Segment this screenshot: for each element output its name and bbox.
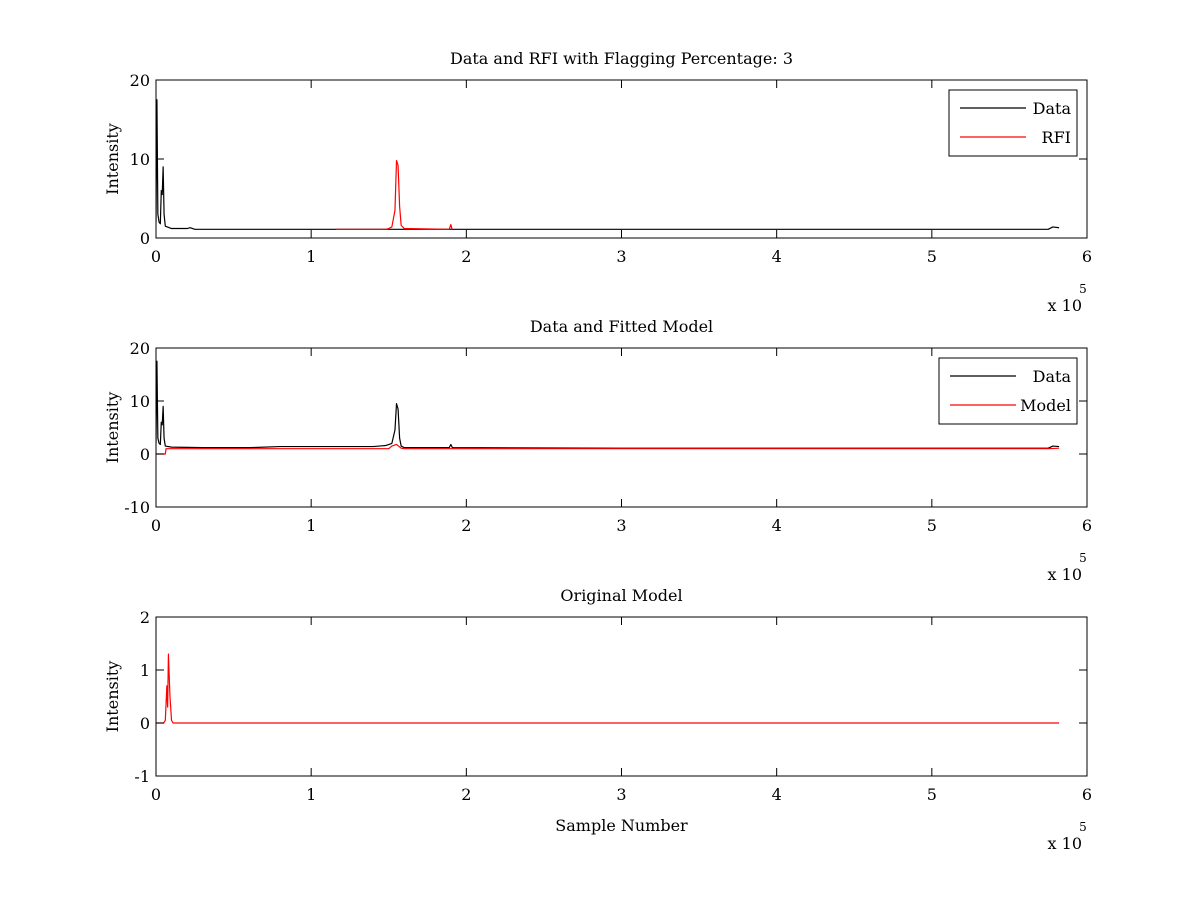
x-tick-label: 5 [927, 785, 937, 804]
y-tick-label: 20 [130, 339, 150, 358]
x-tick-label: 6 [1082, 516, 1092, 535]
series-group [156, 99, 1060, 230]
x-multiplier-exponent: 5 [1079, 282, 1087, 296]
x-tick-label: 4 [772, 785, 782, 804]
series-line-model [156, 443, 1060, 455]
chart-title: Data and Fitted Model [530, 317, 713, 336]
y-tick-label: 1 [140, 661, 150, 680]
x-multiplier: x 105 [1048, 551, 1087, 584]
legend: Data Model [938, 357, 1078, 425]
x-multiplier-exponent: 5 [1079, 820, 1087, 834]
series-group [156, 360, 1060, 455]
x-tick-label: 3 [616, 247, 626, 266]
y-tick-label: 10 [130, 150, 150, 169]
series-line-model [156, 653, 1060, 724]
y-tick-label: -1 [134, 767, 150, 786]
y-tick-label: 0 [140, 229, 150, 248]
x-tick-label: 3 [616, 785, 626, 804]
x-multiplier-base: x 10 [1048, 565, 1082, 584]
x-tick-label: 4 [772, 516, 782, 535]
x-axis-label: Sample Number [555, 816, 688, 835]
x-multiplier: x 105 [1048, 282, 1087, 315]
series-line-data [156, 99, 1060, 230]
chart-title: Original Model [560, 586, 682, 605]
plot-area [156, 617, 1087, 776]
legend: Data RFI [948, 89, 1078, 157]
y-axis-label: Intensity [103, 123, 122, 195]
series-line-rfi [335, 159, 453, 230]
legend-box [948, 89, 1078, 157]
x-tick-label: 0 [151, 516, 161, 535]
subplot-1: 0 1 2 3 4 5 6 0 10 20 Data and RFI with Flagging P… [103, 49, 1092, 315]
y-axis-label: Intensity [103, 661, 122, 733]
x-tick-label: 1 [306, 516, 316, 535]
x-tick-label: 5 [927, 247, 937, 266]
legend-label-data: Data [1033, 367, 1072, 386]
y-tick-label: -10 [124, 498, 150, 517]
legend-label-rfi: RFI [1042, 128, 1071, 147]
x-tick-label: 6 [1082, 247, 1092, 266]
plot-area [156, 348, 1087, 507]
legend-label-data: Data [1033, 99, 1072, 118]
x-tick-label: 2 [461, 247, 471, 266]
x-multiplier-base: x 10 [1048, 834, 1082, 853]
x-tick-label: 4 [772, 247, 782, 266]
y-tick-label: 2 [140, 608, 150, 627]
y-tick-label: 20 [130, 71, 150, 90]
legend-box [938, 357, 1078, 425]
x-multiplier-base: x 10 [1048, 296, 1082, 315]
y-tick-label: 0 [140, 714, 150, 733]
x-tick-label: 2 [461, 516, 471, 535]
plot-area [156, 80, 1087, 238]
y-axis-label: Intensity [103, 392, 122, 464]
y-tick-label: 0 [140, 445, 150, 464]
series-group [156, 653, 1060, 724]
x-tick-label: 6 [1082, 785, 1092, 804]
x-tick-label: 5 [927, 516, 937, 535]
chart-title: Data and RFI with Flagging Percentage: 3 [450, 49, 793, 68]
y-tick-label: 10 [130, 392, 150, 411]
x-tick-label: 2 [461, 785, 471, 804]
x-tick-label: 1 [306, 247, 316, 266]
x-tick-label: 3 [616, 516, 626, 535]
x-multiplier-exponent: 5 [1079, 551, 1087, 565]
series-line-data [156, 360, 1060, 449]
x-tick-label: 0 [151, 247, 161, 266]
x-tick-label: 1 [306, 785, 316, 804]
x-tick-label: 0 [151, 785, 161, 804]
x-multiplier: x 105 [1048, 820, 1087, 853]
legend-label-model: Model [1020, 396, 1071, 415]
